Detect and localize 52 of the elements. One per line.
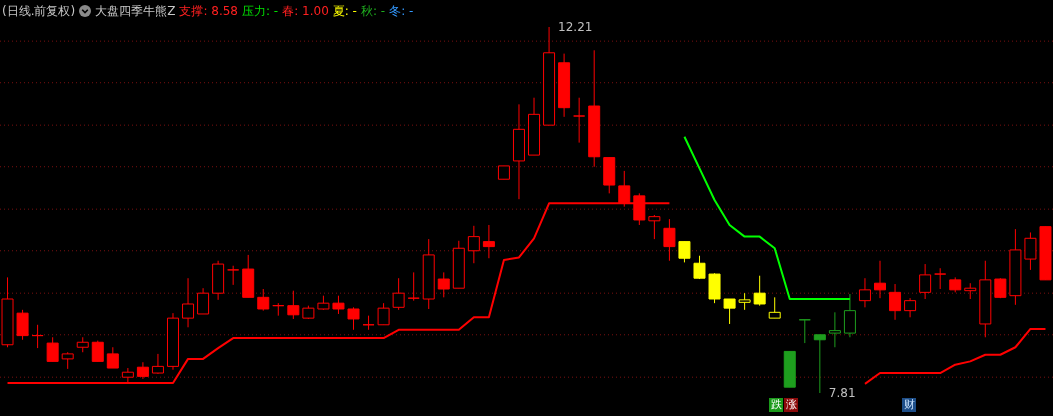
- text: 财: [902, 398, 916, 412]
- candlestick: [151, 353, 164, 375]
- candlestick: [573, 97, 586, 144]
- text: 涨: [784, 398, 798, 412]
- candlestick: [828, 311, 841, 348]
- candlestick: [919, 263, 932, 300]
- candlestick: [889, 283, 902, 321]
- text: 跌: [769, 398, 783, 412]
- candlestick: [768, 296, 781, 319]
- text: 冬: -: [389, 2, 414, 20]
- chart-title: (日线.前复权): [2, 2, 76, 20]
- candlestick: [332, 295, 345, 315]
- candlestick: [227, 265, 240, 286]
- annotation: 7.81: [828, 386, 856, 400]
- candlestick: [753, 275, 766, 307]
- candlestick: [392, 277, 405, 311]
- annotation: 12.21: [558, 20, 593, 34]
- candlestick: [663, 218, 676, 262]
- candlestick: [874, 260, 887, 299]
- candlestick: [182, 277, 195, 328]
- candlestick: [813, 334, 826, 394]
- candlestick: [362, 315, 375, 331]
- candlestick: [91, 340, 104, 362]
- candlestick: [437, 271, 450, 298]
- candlestick: [934, 267, 947, 290]
- candlestick: [16, 309, 29, 341]
- candlestick: [106, 346, 119, 369]
- candlestick: [798, 319, 811, 344]
- candlestick: [377, 302, 390, 326]
- chart-subtitle: 大盘四季牛熊Z: [95, 2, 176, 20]
- candlestick: [858, 277, 871, 308]
- candlestick: [723, 298, 736, 325]
- candlestick: [843, 293, 856, 338]
- candlestick: [1024, 231, 1037, 271]
- candlestick: [407, 271, 420, 302]
- candlestick: [467, 225, 480, 264]
- text: 秋: -: [360, 2, 386, 20]
- text: 夏: -: [332, 2, 357, 20]
- text: 压力: -: [242, 2, 279, 20]
- candlestick: [257, 288, 270, 312]
- candlestick: [347, 306, 360, 331]
- candlestick: [197, 287, 210, 315]
- candlestick: [31, 324, 44, 349]
- text: 春: 1.00: [282, 2, 329, 20]
- candlestick: [272, 302, 285, 317]
- candlestick: [648, 214, 661, 240]
- candlestick: [904, 297, 917, 318]
- candlestick: [678, 241, 691, 263]
- candlestick: [46, 336, 59, 362]
- candlestick: [482, 224, 495, 259]
- candlestick: [287, 290, 300, 320]
- text: 支撑: 8.58: [179, 2, 238, 20]
